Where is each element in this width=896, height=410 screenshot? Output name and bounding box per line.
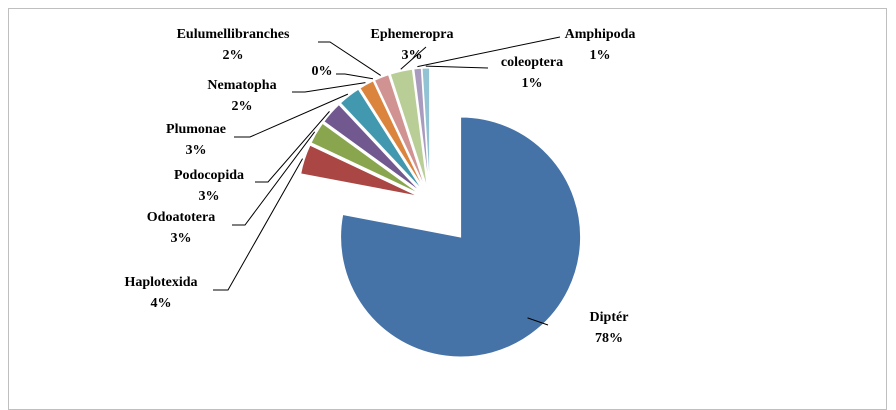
slice-value-label: 2%	[223, 48, 244, 63]
slice-value-label: 3%	[402, 48, 423, 63]
slice-value-label: 1%	[522, 76, 543, 91]
slice-value-label: 4%	[151, 296, 172, 311]
pie-slice	[300, 144, 419, 197]
slice-label: Amphipoda	[565, 27, 636, 42]
pie-slice	[339, 88, 424, 191]
leader-line	[400, 46, 427, 70]
pie-slice	[340, 116, 582, 358]
slice-value-label: 2%	[232, 99, 253, 114]
slice-value-label: 3%	[171, 231, 192, 246]
pie-slice	[373, 74, 427, 190]
pie-slice	[323, 103, 422, 193]
leader-line	[292, 82, 366, 93]
slice-value-label: 3%	[186, 143, 207, 158]
leader-line	[318, 41, 381, 76]
slice-label: Ephemeropra	[371, 27, 454, 42]
pie-slice	[359, 80, 425, 190]
slice-label: Diptér	[590, 310, 629, 325]
pie-slice	[389, 68, 428, 189]
leader-line	[255, 111, 330, 183]
pie-slice	[421, 67, 431, 189]
slice-value-label: 0%	[312, 64, 333, 79]
pie-slice	[413, 67, 430, 189]
leader-line	[527, 317, 549, 326]
slice-value-label: 3%	[199, 189, 220, 204]
leader-line	[336, 73, 374, 80]
slice-label: Plumonae	[166, 122, 226, 137]
slice-label: Eulumellibranches	[177, 27, 290, 42]
slice-label: Haplotexida	[124, 275, 197, 290]
pie-slice	[310, 122, 420, 195]
slice-label: Odoatotera	[147, 210, 215, 225]
leader-line	[425, 65, 489, 69]
slice-label: Nematopha	[207, 78, 276, 93]
slice-label: coleoptera	[501, 55, 563, 70]
slice-value-label: 1%	[590, 48, 611, 63]
leader-line	[232, 131, 316, 226]
slice-label: Podocopida	[174, 168, 244, 183]
leader-line	[417, 36, 561, 68]
slice-value-label: 78%	[595, 331, 623, 346]
leader-line	[234, 93, 349, 138]
leader-line	[213, 158, 303, 291]
